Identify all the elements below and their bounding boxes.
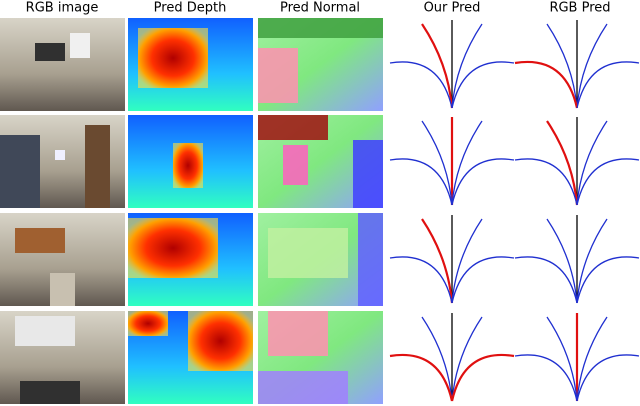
- trajectory: [576, 256, 640, 304]
- column-header: RGB image: [26, 1, 99, 16]
- trajectory: [451, 61, 515, 109]
- trajectory: [546, 120, 579, 206]
- trajectory: [389, 256, 453, 304]
- trajectory: [576, 120, 608, 206]
- normal-region: [268, 311, 328, 356]
- trajectory: [451, 316, 483, 402]
- trajectory: [389, 158, 453, 206]
- trajectory: [546, 23, 578, 109]
- trajectory: [546, 218, 578, 304]
- normal-region: [258, 48, 298, 103]
- trajectory: [514, 60, 579, 109]
- depth-region: [128, 218, 218, 278]
- trajectory: [451, 256, 515, 304]
- normal-region: [353, 140, 383, 208]
- trajectory: [451, 158, 515, 206]
- rgb-image: [0, 18, 125, 111]
- image-region: [35, 43, 65, 61]
- trajectory: [421, 218, 454, 304]
- image-region: [70, 33, 90, 58]
- trajectory: [576, 316, 608, 402]
- trajectory: [514, 354, 578, 402]
- column-header: Pred Normal: [280, 1, 360, 16]
- normal-region: [283, 145, 308, 185]
- trajectory: [514, 256, 578, 304]
- image-region: [55, 150, 65, 160]
- trajectory: [451, 218, 483, 304]
- normal-region: [258, 371, 348, 404]
- column-header: Our Pred: [424, 1, 481, 16]
- image-grid: [0, 18, 640, 404]
- trajectory: [546, 316, 578, 402]
- trajectory: [389, 353, 454, 402]
- image-region: [20, 381, 80, 404]
- trajectory: [450, 353, 515, 402]
- trajectory: [576, 61, 640, 109]
- image-region: [15, 316, 75, 346]
- trajectory: [576, 354, 640, 402]
- trajectory: [421, 120, 453, 206]
- trajectory: [389, 61, 453, 109]
- depth-region: [138, 28, 208, 88]
- depth-region: [188, 311, 253, 371]
- trajectory: [421, 23, 454, 109]
- image-region: [85, 125, 110, 208]
- trajectory: [576, 23, 608, 109]
- trajectory: [576, 158, 640, 206]
- normal-region: [358, 213, 383, 306]
- column-header: Pred Depth: [154, 1, 227, 16]
- normal-region: [258, 18, 383, 38]
- depth-region: [173, 143, 203, 188]
- column-header: RGB Pred: [549, 1, 610, 16]
- trajectory: [421, 316, 453, 402]
- image-region: [50, 273, 75, 306]
- image-region: [0, 135, 40, 208]
- trajectory: [576, 218, 608, 304]
- depth-region: [128, 311, 168, 336]
- image-region: [15, 228, 65, 253]
- trajectory: [451, 23, 483, 109]
- trajectory: [514, 158, 578, 206]
- normal-region: [268, 228, 348, 278]
- trajectory: [451, 120, 483, 206]
- normal-region: [258, 115, 328, 140]
